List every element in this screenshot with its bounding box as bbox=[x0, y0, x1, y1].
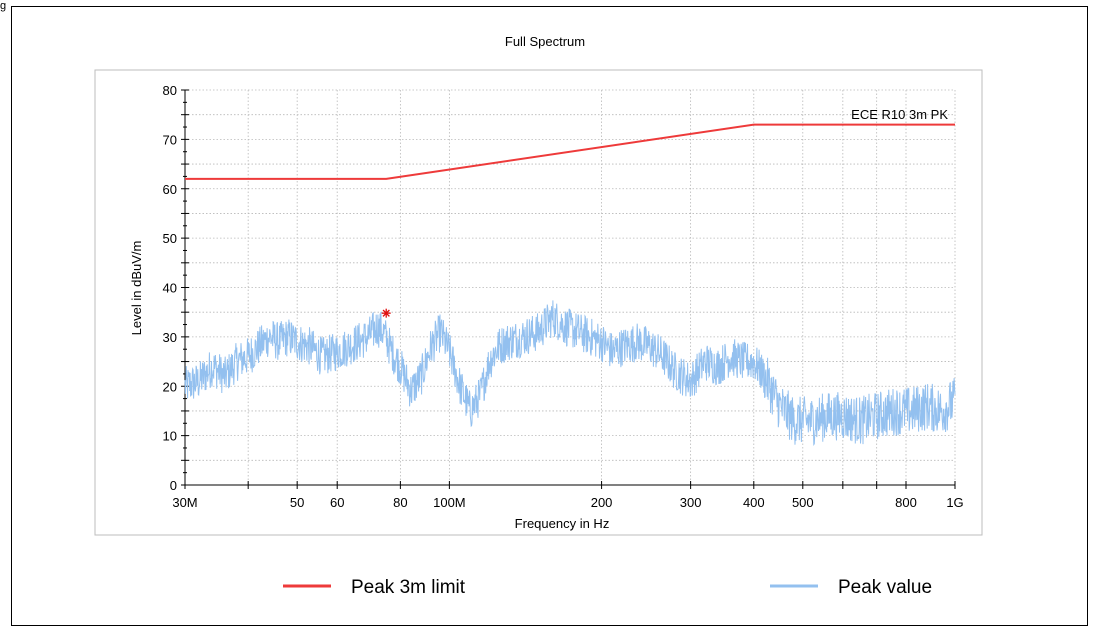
x-tick-label: 500 bbox=[792, 495, 814, 510]
series bbox=[184, 123, 956, 447]
figure-frame bbox=[11, 6, 1088, 626]
limit-line bbox=[185, 123, 955, 180]
legend: Peak 3m limit Peak value bbox=[283, 577, 932, 598]
axes: 0 10 20 30 40 50 60 70 80 30M 50 60 80 100M 200 300 400 5… bbox=[163, 83, 964, 510]
y-axis-label: Level in dBuV/m bbox=[129, 241, 144, 336]
limit-annotation: ECE R10 3m PK bbox=[851, 107, 948, 122]
x-tick-label: 60 bbox=[330, 495, 344, 510]
x-tick-label: 100M bbox=[433, 495, 466, 510]
peak-value-trace bbox=[184, 300, 956, 447]
y-tick-label: 40 bbox=[163, 281, 177, 296]
x-tick-label: 800 bbox=[895, 495, 917, 510]
x-tick-label: 300 bbox=[680, 495, 702, 510]
legend-label: Peak value bbox=[838, 577, 932, 598]
legend-label: Peak 3m limit bbox=[351, 577, 466, 598]
peak-marker-stroke bbox=[382, 309, 390, 317]
y-tick-label: 10 bbox=[163, 429, 177, 444]
y-tick-label: 80 bbox=[163, 83, 177, 98]
y-tick-label: 70 bbox=[163, 132, 177, 147]
y-tick-label: 20 bbox=[163, 379, 177, 394]
x-axis-label: Frequency in Hz bbox=[515, 516, 610, 531]
y-tick-label: 0 bbox=[170, 478, 177, 493]
x-tick-label: 30M bbox=[172, 495, 197, 510]
x-tick-label: 80 bbox=[393, 495, 407, 510]
x-tick-label: 50 bbox=[290, 495, 304, 510]
chart-panel bbox=[94, 69, 983, 536]
y-tick-label: 30 bbox=[163, 330, 177, 345]
peak-marker bbox=[381, 308, 391, 318]
corner-label: g bbox=[0, 0, 7, 12]
y-tick-label: 60 bbox=[163, 182, 177, 197]
chart-title: Full Spectrum bbox=[505, 34, 585, 49]
x-tick-label: 200 bbox=[591, 495, 613, 510]
y-tick-label: 50 bbox=[163, 231, 177, 246]
x-tick-label: 400 bbox=[743, 495, 765, 510]
x-tick-label: 1G bbox=[946, 495, 963, 510]
